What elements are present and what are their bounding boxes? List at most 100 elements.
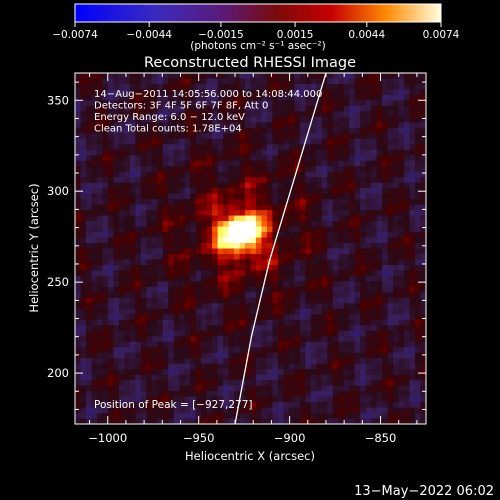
heatmap-cell bbox=[96, 347, 104, 354]
heatmap-cell bbox=[135, 385, 142, 392]
heatmap-cell bbox=[140, 292, 147, 299]
heatmap-cell bbox=[206, 275, 213, 283]
heatmap-cell bbox=[184, 204, 191, 211]
heatmap-cell bbox=[80, 171, 87, 178]
heatmap-cell bbox=[343, 396, 350, 403]
heatmap-cell bbox=[266, 347, 274, 354]
heatmap-cell bbox=[146, 369, 153, 376]
heatmap-cell bbox=[338, 237, 345, 244]
heatmap-cell bbox=[376, 193, 383, 200]
heatmap-cell bbox=[305, 391, 312, 398]
heatmap-cell bbox=[393, 303, 400, 310]
heatmap-cell bbox=[217, 232, 224, 239]
heatmap-cell bbox=[283, 155, 290, 162]
heatmap-cell bbox=[371, 199, 378, 206]
heatmap-cell bbox=[310, 303, 317, 310]
heatmap-cell bbox=[404, 253, 411, 261]
heatmap-cell bbox=[299, 177, 306, 184]
heatmap-cell bbox=[239, 308, 246, 315]
heatmap-cell bbox=[327, 319, 334, 326]
heatmap-cell bbox=[223, 275, 230, 283]
heatmap-cell bbox=[217, 358, 224, 365]
heatmap-cell bbox=[272, 336, 279, 343]
heatmap-cell bbox=[360, 111, 367, 118]
heatmap-cell bbox=[157, 237, 164, 244]
heatmap-cell bbox=[371, 166, 378, 173]
heatmap-cell bbox=[113, 341, 120, 348]
heatmap-cell bbox=[245, 292, 252, 299]
heatmap-cell bbox=[283, 363, 290, 370]
heatmap-cell bbox=[283, 380, 290, 387]
heatmap-cell bbox=[299, 314, 306, 321]
heatmap-cell bbox=[305, 380, 312, 387]
heatmap-cell bbox=[113, 166, 120, 173]
heatmap-cell bbox=[415, 182, 422, 189]
heatmap-cell bbox=[299, 166, 306, 173]
heatmap-cell bbox=[283, 407, 290, 414]
heatmap-cell bbox=[277, 270, 285, 277]
heatmap-cell bbox=[349, 281, 356, 288]
heatmap-cell bbox=[135, 182, 142, 189]
heatmap-cell bbox=[332, 374, 339, 381]
heatmap-cell bbox=[151, 292, 158, 299]
heatmap-cell bbox=[409, 396, 416, 403]
heatmap-cell bbox=[283, 204, 290, 211]
heatmap-cell bbox=[382, 297, 389, 304]
heatmap-cell bbox=[75, 78, 82, 85]
heatmap-cell bbox=[277, 78, 285, 85]
heatmap-cell bbox=[316, 418, 323, 424]
heatmap-cell bbox=[255, 83, 263, 91]
colorbar-ramp bbox=[74, 3, 442, 23]
heatmap-cell bbox=[107, 133, 114, 140]
heatmap-cell bbox=[360, 396, 367, 403]
heatmap-cell bbox=[365, 385, 372, 392]
heatmap-cell bbox=[409, 259, 416, 266]
heatmap-cell bbox=[354, 232, 361, 239]
heatmap-cell bbox=[321, 111, 328, 118]
heatmap-cell bbox=[118, 396, 125, 403]
heatmap-cell bbox=[118, 177, 125, 184]
heatmap-cell bbox=[85, 297, 93, 304]
heatmap-cell bbox=[365, 396, 372, 403]
heatmap-cell bbox=[288, 210, 295, 217]
heatmap-cell bbox=[360, 418, 367, 424]
heatmap-cell bbox=[217, 341, 224, 348]
heatmap-cell bbox=[151, 308, 158, 315]
heatmap-cell bbox=[162, 182, 169, 189]
heatmap-cell bbox=[420, 105, 426, 112]
heatmap-cell bbox=[327, 111, 334, 118]
heatmap-cell bbox=[102, 275, 109, 283]
heatmap-cell bbox=[151, 402, 158, 409]
heatmap-cell bbox=[124, 413, 131, 420]
heatmap-cell bbox=[228, 144, 235, 151]
heatmap-cell bbox=[129, 352, 136, 359]
heatmap-cell bbox=[250, 297, 257, 304]
heatmap-cell bbox=[349, 303, 356, 310]
heatmap-cell bbox=[118, 182, 125, 189]
heatmap-cell bbox=[338, 193, 345, 200]
heatmap-cell bbox=[228, 138, 235, 145]
heatmap-cell bbox=[195, 171, 202, 178]
heatmap-cell bbox=[146, 171, 153, 178]
heatmap-cell bbox=[343, 188, 350, 195]
heatmap-cell bbox=[228, 347, 235, 354]
heatmap-cell bbox=[217, 83, 224, 91]
heatmap-cell bbox=[283, 413, 290, 420]
heatmap-cell bbox=[157, 166, 164, 173]
heatmap-cell bbox=[96, 275, 104, 283]
heatmap-cell bbox=[212, 237, 219, 244]
heatmap-cell bbox=[316, 369, 323, 376]
heatmap-cell bbox=[118, 248, 125, 255]
heatmap-cell bbox=[157, 325, 164, 332]
heatmap-cell bbox=[201, 336, 208, 343]
heatmap-cell bbox=[409, 160, 416, 167]
heatmap-cell bbox=[327, 138, 334, 145]
heatmap-cell bbox=[96, 237, 104, 244]
heatmap-cell bbox=[398, 188, 405, 195]
heatmap-cell bbox=[327, 418, 334, 424]
heatmap-cell bbox=[409, 149, 416, 156]
heatmap-cell bbox=[266, 193, 274, 200]
heatmap-cell bbox=[234, 286, 241, 293]
heatmap-cell bbox=[299, 182, 306, 189]
heatmap-cell bbox=[404, 308, 411, 315]
